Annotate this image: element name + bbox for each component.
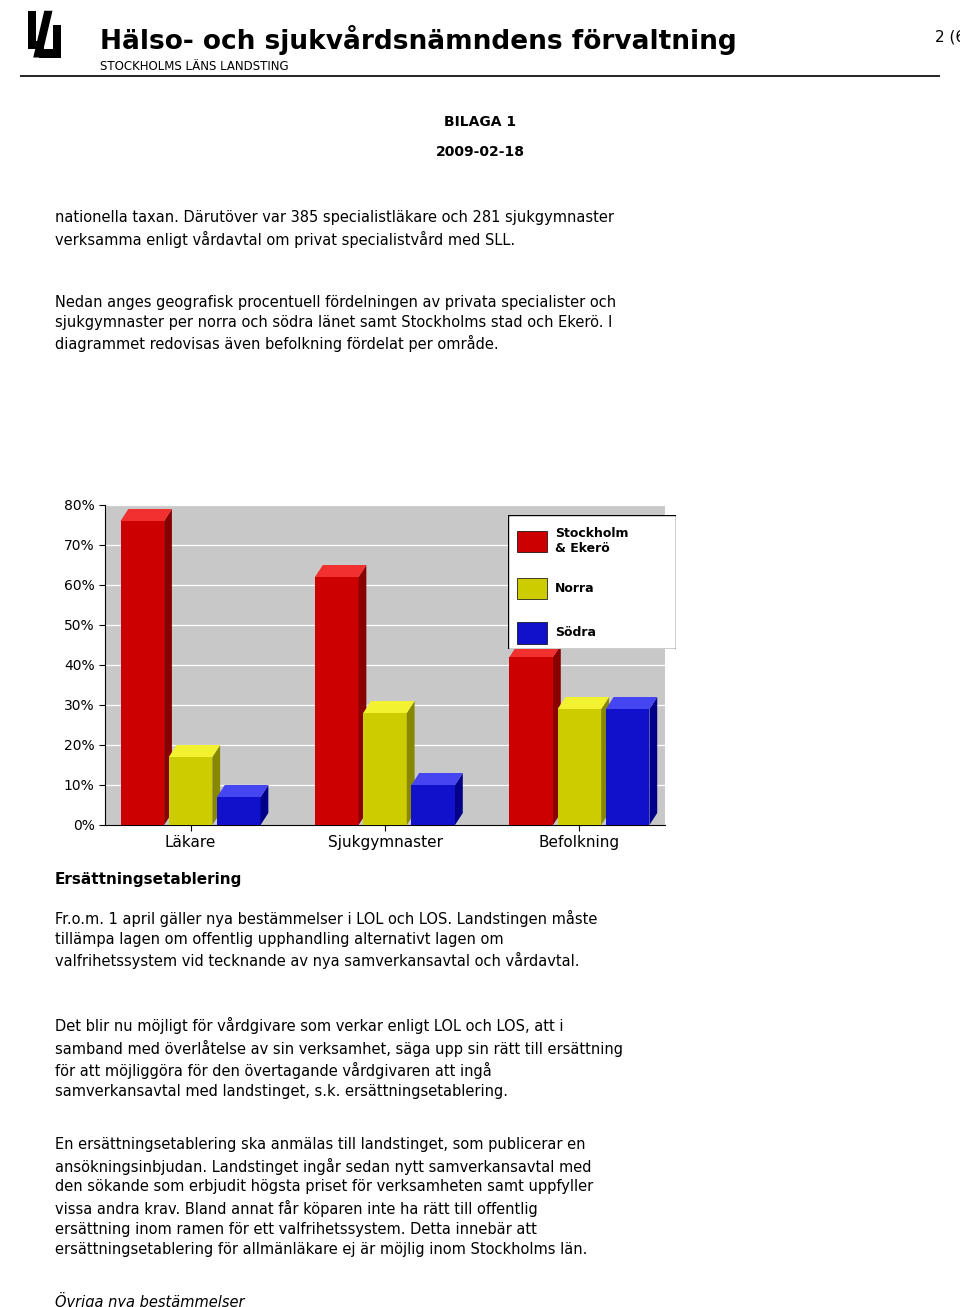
Polygon shape — [169, 745, 220, 757]
Bar — [53, 25, 60, 58]
Bar — [516, 622, 547, 643]
Polygon shape — [260, 786, 269, 825]
Polygon shape — [358, 565, 367, 825]
Text: Ersättningsetablering: Ersättningsetablering — [55, 872, 242, 887]
Polygon shape — [217, 786, 269, 797]
Bar — [606, 708, 650, 825]
Bar — [516, 578, 547, 600]
Polygon shape — [558, 697, 609, 708]
Polygon shape — [601, 697, 609, 825]
Text: Södra: Södra — [555, 626, 596, 639]
Bar — [363, 714, 407, 825]
Text: Övriga nya bestämmelser: Övriga nya bestämmelser — [55, 1293, 245, 1307]
Text: En ersättningsetablering ska anmälas till landstinget, som publicerar en
ansökni: En ersättningsetablering ska anmälas til… — [55, 1137, 593, 1256]
Polygon shape — [606, 697, 658, 708]
Polygon shape — [407, 701, 415, 825]
Polygon shape — [510, 644, 561, 657]
Bar — [121, 521, 164, 825]
Text: Norra: Norra — [555, 582, 595, 595]
Text: STOCKHOLMS LÄNS LANDSTING: STOCKHOLMS LÄNS LANDSTING — [100, 60, 289, 73]
Polygon shape — [363, 701, 415, 714]
Text: nationella taxan. Därutöver var 385 specialistläkare och 281 sjukgymnaster
verks: nationella taxan. Därutöver var 385 spec… — [55, 210, 614, 247]
Bar — [510, 657, 553, 825]
Polygon shape — [34, 10, 53, 58]
Bar — [28, 41, 44, 50]
Text: Nedan anges geografisk procentuell fördelningen av privata specialister och
sjuk: Nedan anges geografisk procentuell förde… — [55, 295, 616, 353]
Text: Stockholm
& Ekerö: Stockholm & Ekerö — [555, 528, 629, 555]
Polygon shape — [553, 644, 561, 825]
Bar — [412, 786, 455, 825]
Polygon shape — [121, 508, 172, 521]
Bar — [169, 757, 212, 825]
Bar — [28, 10, 36, 50]
Bar — [217, 797, 260, 825]
Polygon shape — [315, 565, 367, 576]
Bar — [516, 531, 547, 553]
Bar — [315, 576, 358, 825]
Polygon shape — [164, 508, 172, 825]
Text: 2 (6): 2 (6) — [935, 30, 960, 44]
Bar — [38, 50, 60, 58]
Polygon shape — [650, 697, 658, 825]
Text: 2009-02-18: 2009-02-18 — [436, 145, 524, 159]
Text: Det blir nu möjligt för vårdgivare som verkar enligt LOL och LOS, att i
samband : Det blir nu möjligt för vårdgivare som v… — [55, 1017, 623, 1099]
Polygon shape — [212, 745, 220, 825]
Polygon shape — [412, 772, 463, 786]
Text: Hälso- och sjukvårdsnämndens förvaltning: Hälso- och sjukvårdsnämndens förvaltning — [100, 25, 736, 55]
Bar — [558, 708, 601, 825]
Polygon shape — [455, 772, 463, 825]
Text: Fr.o.m. 1 april gäller nya bestämmelser i LOL och LOS. Landstingen måste
tillämp: Fr.o.m. 1 april gäller nya bestämmelser … — [55, 910, 597, 970]
Text: BILAGA 1: BILAGA 1 — [444, 115, 516, 129]
